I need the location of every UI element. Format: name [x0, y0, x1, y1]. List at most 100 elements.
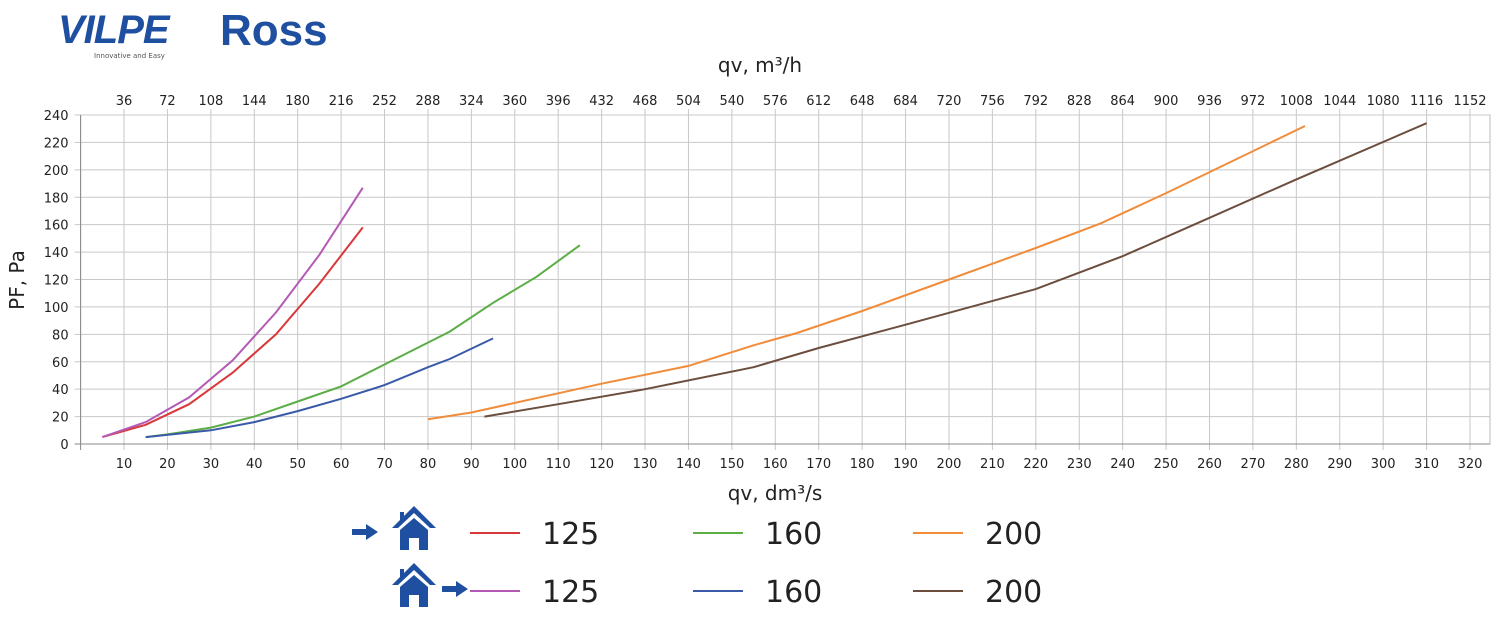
y-axis-label: PF, Pa: [5, 250, 29, 310]
top-tick-label: 324: [459, 94, 484, 109]
arrow-head: [366, 524, 378, 540]
x-tick-label: 250: [1154, 457, 1179, 472]
top-tick-label: 576: [763, 94, 788, 109]
top-tick-label: 684: [893, 94, 918, 109]
top-tick-label: 540: [719, 94, 744, 109]
x-tick-label: 210: [980, 457, 1005, 472]
x-tick-label: 160: [763, 457, 788, 472]
legend-label-200-exhaust: 200: [985, 575, 1042, 610]
x-tick-label: 90: [463, 457, 480, 472]
x-tick-label: 110: [546, 457, 571, 472]
x-tick-label: 190: [893, 457, 918, 472]
x-tick-label: 60: [333, 457, 350, 472]
x-tick-label: 50: [289, 457, 306, 472]
series-line-125-exhaust: [101, 187, 364, 439]
legend-label-200-supply: 200: [985, 517, 1042, 552]
top-tick-label: 828: [1067, 94, 1092, 109]
legend: 125 160 200 125 160 200: [352, 506, 1042, 610]
y-tick-label: 220: [44, 136, 69, 151]
x-tick-label: 100: [502, 457, 527, 472]
top-tick-label: 864: [1110, 94, 1135, 109]
brand-tagline: Innovative and Easy: [94, 52, 165, 60]
y-tick-label: 40: [52, 383, 69, 398]
top-tick-label: 900: [1154, 94, 1179, 109]
vilpe-logo: VILPE Innovative and Easy: [58, 8, 170, 60]
legend-label-160-exhaust: 160: [765, 575, 822, 610]
x-tick-label: 70: [376, 457, 393, 472]
top-tick-label: 108: [198, 94, 223, 109]
top-tick-label: 468: [633, 94, 658, 109]
x-tick-label: 270: [1240, 457, 1265, 472]
top-tick-label: 1008: [1280, 94, 1313, 109]
arrow-icon: [442, 581, 468, 597]
house-roof: [392, 506, 436, 528]
x-tick-label: 290: [1327, 457, 1352, 472]
house-chimney: [400, 512, 404, 522]
top-tick-label: 216: [329, 94, 354, 109]
x-tick-label: 260: [1197, 457, 1222, 472]
x-tick-label: 20: [159, 457, 176, 472]
y-tick-label: 200: [44, 164, 69, 179]
top-tick-label: 72: [159, 94, 176, 109]
arrow-icon: [352, 524, 378, 540]
x-axis-label: qv, dm³/s: [728, 481, 823, 505]
series-line-200-exhaust: [484, 122, 1427, 418]
top-tick-label: 432: [589, 94, 614, 109]
y-tick-label: 140: [44, 246, 69, 261]
top-tick-label: 1152: [1453, 94, 1486, 109]
series-line-200-supply: [427, 125, 1306, 421]
series-line-160-supply: [145, 244, 581, 439]
x-tick-label: 170: [806, 457, 831, 472]
arrow-head: [456, 581, 468, 597]
x-tick-label: 310: [1414, 457, 1439, 472]
x-tick-label: 10: [116, 457, 133, 472]
x-tick-label: 200: [937, 457, 962, 472]
x-tick-label: 280: [1284, 457, 1309, 472]
top-tick-label: 1080: [1367, 94, 1400, 109]
top-tick-label: 144: [242, 94, 267, 109]
brand-name: VILPE: [58, 8, 170, 52]
top-tick-label: 252: [372, 94, 397, 109]
y-tick-label: 100: [44, 301, 69, 316]
x-tick-label: 180: [850, 457, 875, 472]
y-tick-label: 160: [44, 219, 69, 234]
y-tick-label: 0: [60, 438, 68, 453]
legend-label-125-exhaust: 125: [542, 575, 599, 610]
house-body: [400, 575, 428, 607]
top-tick-label: 1044: [1323, 94, 1356, 109]
series-line-125-supply: [102, 226, 364, 439]
x-tick-label: 30: [203, 457, 220, 472]
legend-label-125-supply: 125: [542, 517, 599, 552]
arrow-shaft: [442, 586, 458, 592]
top-tick-label: 720: [937, 94, 962, 109]
y-tick-label: 20: [52, 411, 69, 426]
top-tick-label: 648: [850, 94, 875, 109]
top-tick-label: 504: [676, 94, 701, 109]
top-tick-label: 612: [806, 94, 831, 109]
house-icon: [392, 563, 468, 607]
x-tick-label: 130: [633, 457, 658, 472]
x-tick-label: 230: [1067, 457, 1092, 472]
x-tick-label: 320: [1458, 457, 1483, 472]
top-axis-label: qv, m³/h: [718, 53, 802, 77]
top-tick-label: 1116: [1410, 94, 1443, 109]
top-tick-label: 756: [980, 94, 1005, 109]
top-tick-label: 396: [546, 94, 571, 109]
top-tick-label: 288: [416, 94, 441, 109]
house-chimney: [400, 569, 404, 579]
tick-labels: 0 20 40 60 80 100 120 140 160 180 200 220 240 10 36 20 7…: [44, 94, 1487, 472]
x-tick-label: 220: [1023, 457, 1048, 472]
grid: [74, 109, 1491, 450]
series-lines: [101, 122, 1427, 439]
top-tick-label: 36: [116, 94, 133, 109]
x-tick-label: 40: [246, 457, 263, 472]
x-tick-label: 300: [1371, 457, 1396, 472]
y-tick-label: 80: [52, 328, 69, 343]
series-line-160-exhaust: [145, 337, 494, 439]
x-tick-label: 80: [420, 457, 437, 472]
top-tick-label: 180: [285, 94, 310, 109]
house-roof: [392, 563, 436, 585]
y-tick-label: 60: [52, 356, 69, 371]
top-tick-label: 936: [1197, 94, 1222, 109]
